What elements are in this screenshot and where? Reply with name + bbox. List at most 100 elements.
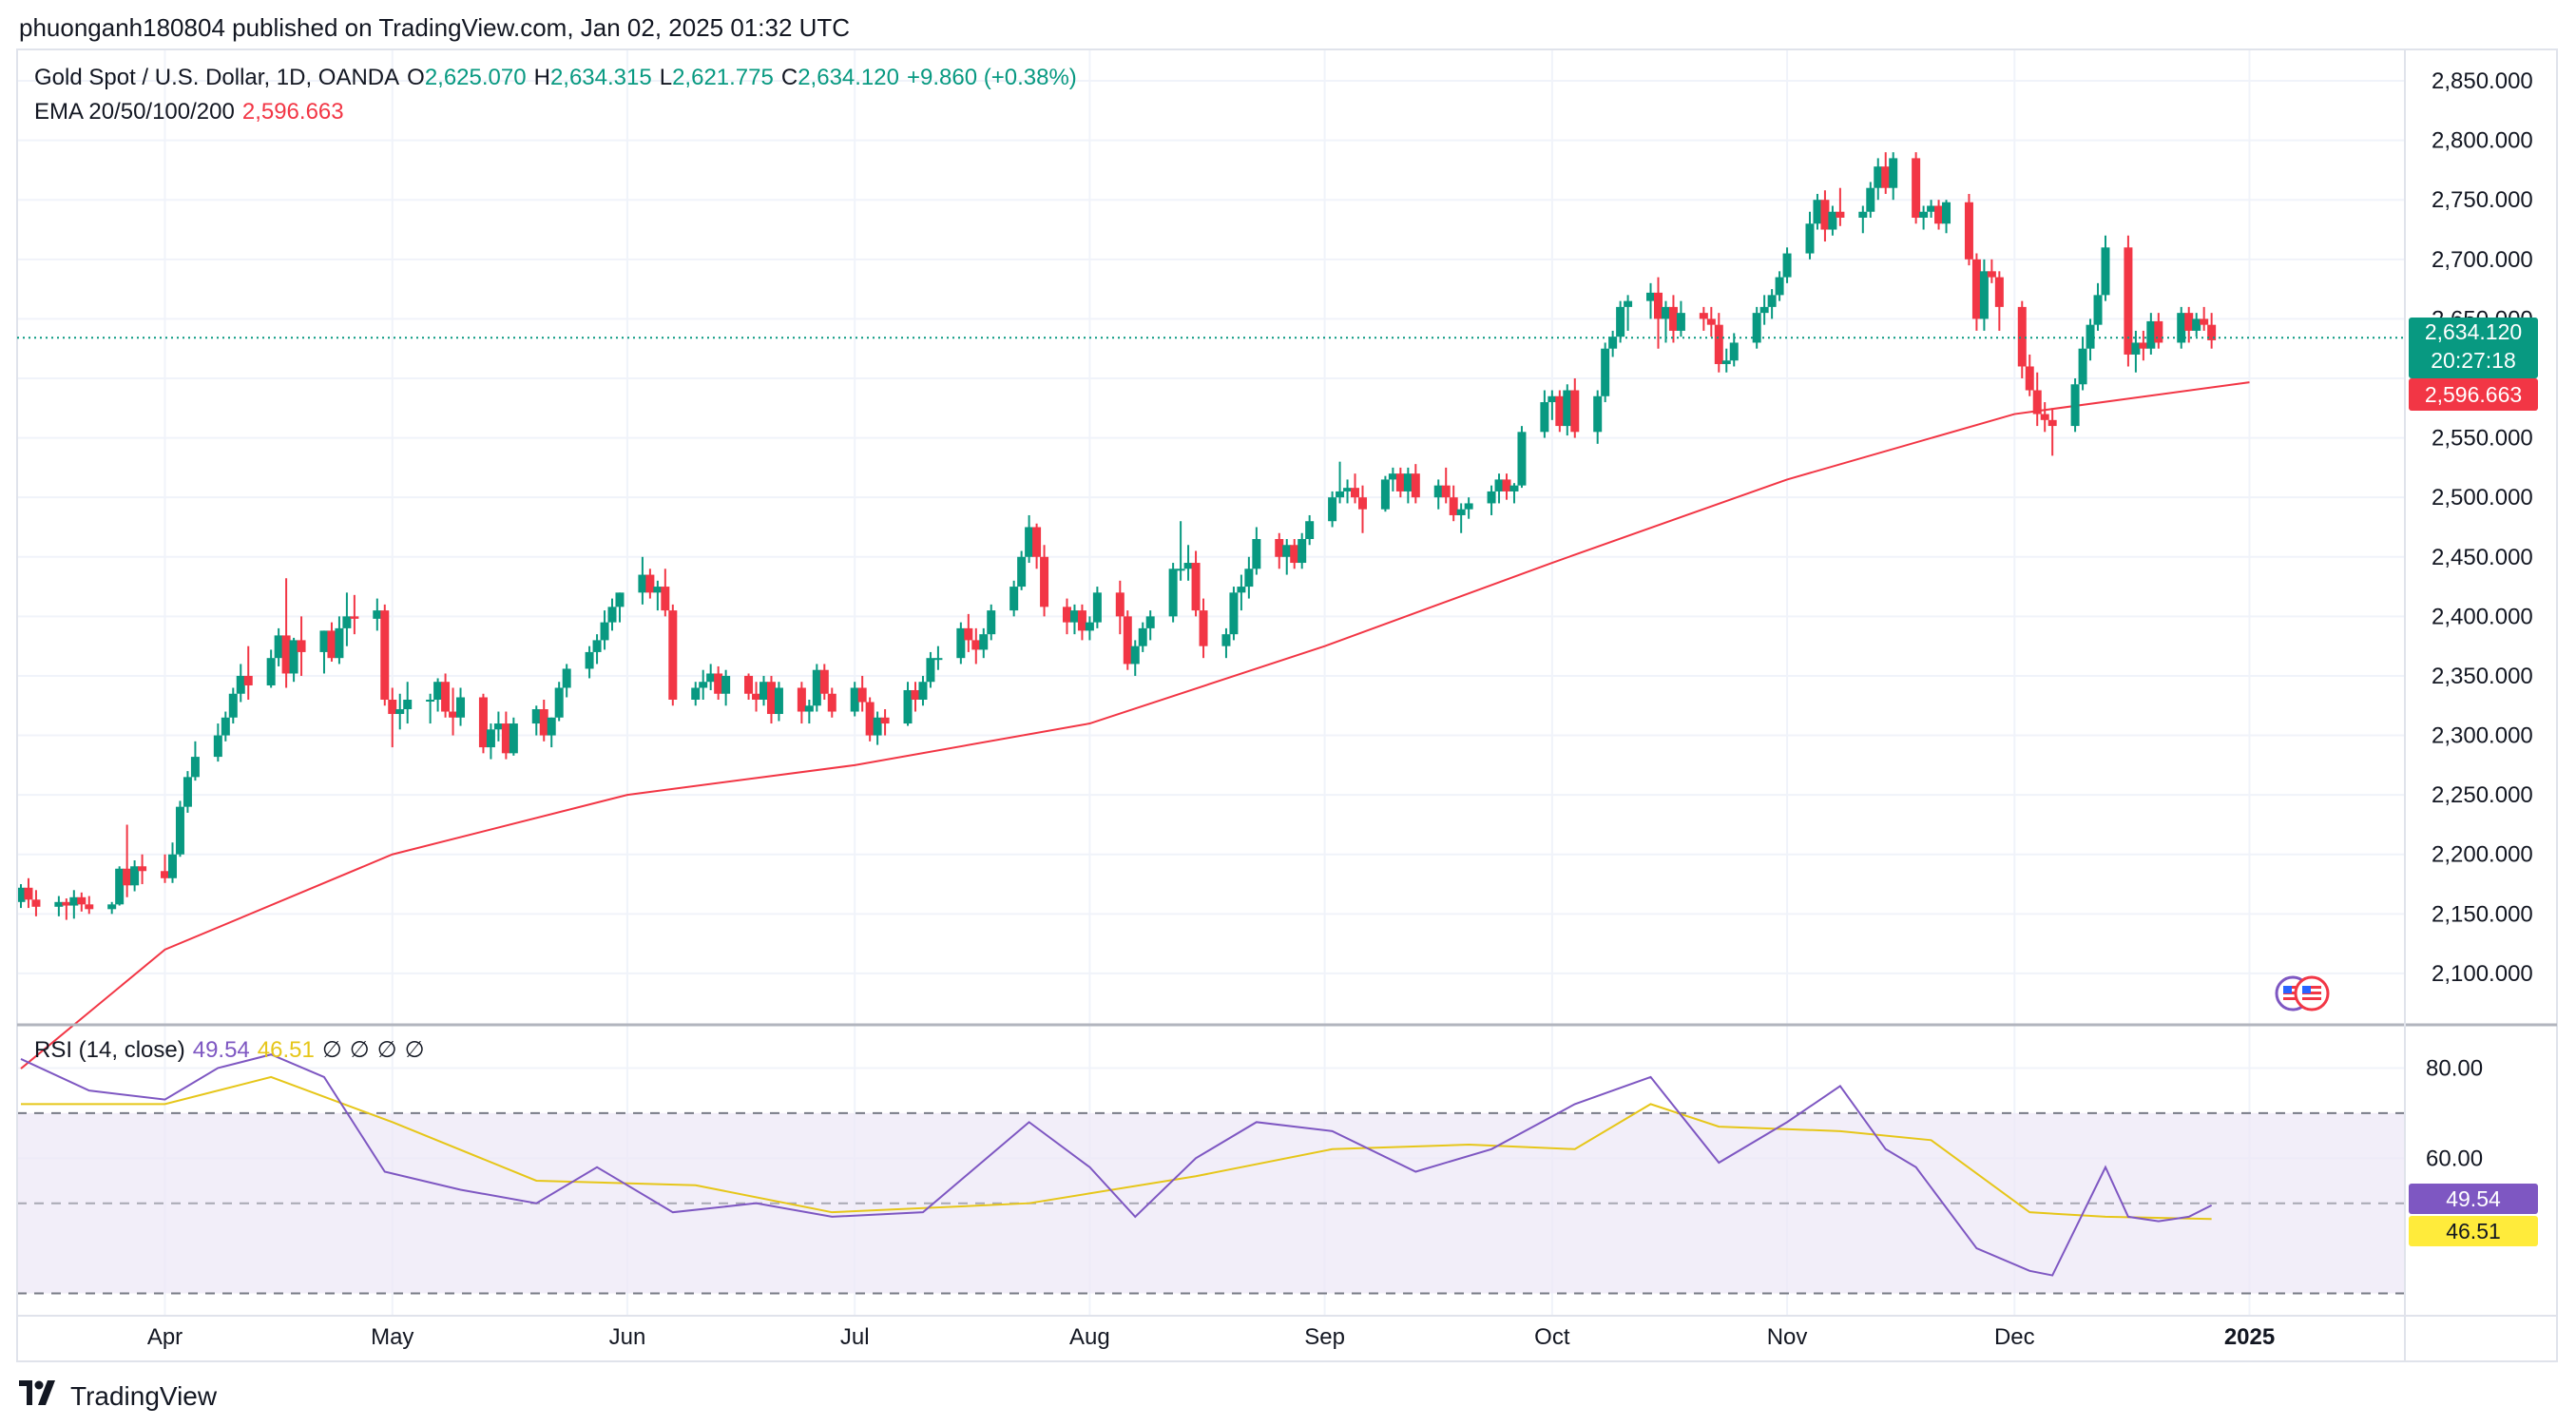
candle-body — [1942, 202, 1951, 224]
candle — [2017, 300, 2027, 378]
candle — [1282, 539, 1292, 575]
candle — [1509, 483, 1519, 504]
time-tick-label: Oct — [1534, 1324, 1570, 1350]
candle — [1221, 627, 1231, 659]
candle-body — [395, 709, 405, 715]
candle-body — [1168, 568, 1178, 617]
candle-body — [1464, 503, 1473, 510]
candle-body — [1912, 158, 1921, 218]
candle — [645, 568, 655, 599]
candle — [2184, 306, 2194, 343]
candle — [1305, 514, 1315, 546]
candle-body — [2032, 390, 2042, 414]
candle-body — [691, 687, 701, 700]
candle — [478, 693, 488, 754]
candle-body — [539, 709, 548, 736]
candle-body — [190, 757, 200, 778]
candle-body — [2139, 342, 2148, 349]
candle — [1229, 587, 1239, 641]
price-tick-label: 2,450.000 — [2432, 545, 2533, 570]
candle-body — [971, 640, 981, 650]
candle-body — [1183, 563, 1193, 569]
candlestick-series — [16, 152, 2217, 920]
candle-body — [1502, 479, 1511, 491]
candle-body — [857, 687, 867, 703]
candle-body — [1653, 292, 1663, 319]
candle — [554, 682, 564, 722]
candle — [2154, 313, 2163, 349]
candle-body — [456, 697, 466, 718]
rsi-band — [17, 1111, 2405, 1295]
candle-body — [478, 697, 488, 748]
candle-body — [1395, 473, 1405, 491]
candle — [327, 622, 336, 662]
ema-line — [20, 381, 2250, 1070]
candle-body — [1994, 277, 2004, 307]
candle — [1919, 205, 1929, 230]
candle — [2025, 354, 2034, 396]
candle — [1145, 610, 1155, 641]
candle-body — [1805, 223, 1815, 254]
candle — [638, 556, 647, 605]
candle — [319, 630, 329, 674]
candle-body — [1563, 390, 1572, 427]
candle-body — [2177, 313, 2186, 343]
candle — [1275, 532, 1284, 569]
candle-body — [2124, 247, 2133, 355]
candle — [600, 610, 609, 650]
candle — [190, 741, 200, 781]
candle-body — [161, 871, 170, 878]
price-tick-label: 2,150.000 — [2432, 901, 2533, 927]
candle-body — [54, 901, 64, 907]
chart-axes: 2,100.000 2,150.000 2,200.000 2,250.000 2,30… — [16, 48, 2558, 1362]
candle-body — [1380, 479, 1390, 510]
candle-body — [759, 682, 769, 700]
candle-body — [1729, 342, 1739, 361]
candle-body — [1889, 158, 1898, 188]
candle — [531, 705, 541, 736]
candle-body — [744, 675, 754, 694]
price-tick-label: 2,300.000 — [2432, 723, 2533, 749]
candle — [123, 824, 132, 897]
candle-body — [1305, 521, 1315, 539]
candle — [2086, 318, 2095, 361]
candle — [2207, 313, 2217, 349]
candle-body — [911, 689, 920, 700]
candle — [1395, 467, 1405, 498]
candle-body — [1138, 627, 1147, 646]
candle-body — [865, 702, 875, 736]
candle-body — [221, 717, 230, 736]
candle-body — [2131, 342, 2141, 355]
candle — [706, 664, 716, 690]
candle — [1782, 247, 1792, 283]
candle — [827, 687, 836, 718]
candle — [1563, 384, 1572, 436]
candle — [964, 613, 973, 652]
candle-body — [1191, 563, 1201, 611]
candle — [539, 700, 548, 742]
candle-body — [1062, 607, 1071, 623]
candle — [1487, 485, 1496, 515]
candle — [221, 711, 230, 742]
candle — [752, 682, 761, 712]
candle-body — [274, 635, 283, 659]
candle-body — [607, 607, 617, 623]
candle-body — [1032, 527, 1042, 557]
candle — [2124, 235, 2133, 367]
economic-event-icons[interactable] — [2274, 974, 2350, 1012]
time-tick-label: Dec — [1994, 1324, 2035, 1350]
candle — [342, 592, 352, 646]
candle — [585, 646, 594, 679]
candle — [1987, 259, 1996, 283]
candle — [1874, 158, 1883, 201]
price-tick-label: 2,800.000 — [2432, 128, 2533, 154]
chart-grid — [17, 49, 2405, 1316]
time-tick-label: Nov — [1767, 1324, 1808, 1350]
price-tick-label: 2,500.000 — [2432, 485, 2533, 511]
candle — [1494, 473, 1504, 504]
brand[interactable]: TradingView — [19, 1380, 217, 1413]
candle-body — [1509, 485, 1519, 491]
candle-body — [926, 658, 935, 683]
candle-body — [403, 700, 413, 710]
